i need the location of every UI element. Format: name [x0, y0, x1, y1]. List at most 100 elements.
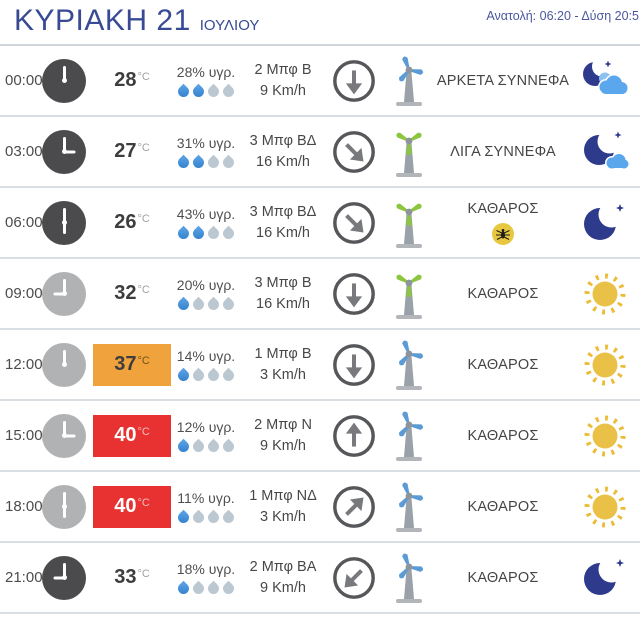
- humidity-drops: [172, 509, 240, 526]
- temperature-unit: °C: [137, 567, 150, 580]
- wind-info: 2 Μπφ Β 9 Km/h: [240, 60, 326, 102]
- wind-info: 3 Μπφ Β 16 Km/h: [240, 273, 326, 315]
- drop-icon: [175, 580, 192, 597]
- time-label: 03:00: [5, 143, 43, 160]
- weather-condition-cell: ΚΑΘΑΡΟΣ: [436, 499, 570, 515]
- temperature-unit: °C: [137, 496, 150, 509]
- humidity-cell: 28% υγρ.: [172, 64, 240, 100]
- weather-condition-cell: ΛΙΓΑ ΣΥΝΝΕΦΑ: [436, 144, 570, 160]
- drop-icon: [175, 225, 192, 242]
- temperature-unit: °C: [137, 212, 150, 225]
- time-label: 00:00: [5, 72, 43, 89]
- drop-icon: [190, 509, 207, 526]
- humidity-cell: 43% υγρ.: [172, 206, 240, 242]
- weather-condition-cell: ΚΑΘΑΡΟΣ: [436, 570, 570, 586]
- clock-pivot: [61, 149, 67, 154]
- wind-direction-icon: [326, 129, 382, 175]
- clock-icon: [36, 271, 92, 316]
- clock-pivot: [61, 78, 67, 83]
- humidity-label: 43% υγρ.: [176, 206, 236, 222]
- wind-direction-icon: [326, 484, 382, 530]
- clock-pivot: [61, 362, 67, 367]
- weather-condition-cell: ΚΑΘΑΡΟΣ: [436, 286, 570, 302]
- wind-beaufort-label: 3 Μπφ Β: [254, 274, 312, 291]
- condition-label: ΚΑΘΑΡΟΣ: [467, 569, 539, 586]
- wind-info: 2 Μπφ Ν 9 Km/h: [240, 415, 326, 457]
- wind-direction-icon: [326, 555, 382, 601]
- wind-turbine-icon: [382, 409, 436, 463]
- wind-turbine-icon: [382, 267, 436, 321]
- clock-face: [42, 484, 86, 529]
- drop-icon: [175, 154, 192, 171]
- drop-icon: [220, 296, 237, 313]
- drop-icon: [220, 154, 237, 171]
- humidity-label: 12% υγρ.: [176, 419, 236, 435]
- date-title: ΚΥΡΙΑΚΗ 21 ΙΟΥΛΙΟΥ: [14, 4, 259, 38]
- humidity-label: 28% υγρ.: [176, 64, 236, 80]
- temperature-value: 40: [114, 495, 137, 517]
- temperature-badge: 28 °C: [93, 60, 171, 102]
- temperature-badge: 26 °C: [93, 202, 171, 244]
- drop-icon: [190, 580, 207, 597]
- drop-icon: [220, 509, 237, 526]
- condition-label: ΚΑΘΑΡΟΣ: [467, 498, 539, 515]
- wind-info: 3 Μπφ ΒΔ 16 Km/h: [240, 131, 326, 173]
- forecast-row: 00:00 28 °C 28% υγρ. 2 Μπφ Β: [0, 46, 640, 117]
- drop-icon: [205, 83, 222, 100]
- clock-icon: [36, 129, 92, 174]
- humidity-drops: [172, 225, 240, 242]
- clock-face: [42, 555, 86, 600]
- temperature-value: 28: [114, 69, 137, 91]
- drop-icon: [190, 296, 207, 313]
- wind-turbine-icon: [382, 480, 436, 534]
- clock-face: [42, 129, 86, 174]
- temperature-unit: °C: [137, 283, 150, 296]
- weather-condition-cell: ΑΡΚΕΤΑ ΣΥΝΝΕΦΑ: [436, 73, 570, 89]
- temperature-badge: 37 °C: [93, 343, 171, 386]
- temperature-unit: °C: [137, 354, 150, 367]
- wind-direction-icon: [326, 342, 382, 388]
- weather-icon: [570, 56, 640, 105]
- wind-info: 1 Μπφ ΝΔ 3 Km/h: [240, 486, 326, 528]
- clock-pivot: [61, 575, 67, 580]
- temperature-cell: 37 °C: [92, 343, 172, 386]
- drop-icon: [175, 296, 192, 313]
- wind-beaufort-label: 2 Μπφ Ν: [254, 416, 312, 433]
- drop-icon: [190, 83, 207, 100]
- mosquito-icon: [492, 222, 514, 245]
- humidity-label: 14% υγρ.: [176, 348, 236, 364]
- drop-icon: [175, 83, 192, 100]
- clock-hour-hand: [62, 353, 66, 365]
- humidity-cell: 14% υγρ.: [172, 348, 240, 384]
- weather-icon: [570, 554, 640, 602]
- temperature-value: 26: [114, 211, 137, 233]
- clock-face: [42, 342, 86, 387]
- wind-turbine-icon: [382, 54, 436, 108]
- drop-icon: [220, 438, 237, 455]
- drop-icon: [220, 225, 237, 242]
- humidity-drops: [172, 438, 240, 455]
- wind-direction-icon: [326, 200, 382, 246]
- drop-icon: [190, 154, 207, 171]
- weather-condition-cell: ΚΑΘΑΡΟΣ: [436, 201, 570, 245]
- weather-condition-cell: ΚΑΘΑΡΟΣ: [436, 357, 570, 373]
- weather-icon: [570, 341, 640, 389]
- drop-icon: [175, 438, 192, 455]
- moon-icon: [584, 201, 625, 240]
- condition-label: ΑΡΚΕΤΑ ΣΥΝΝΕΦΑ: [436, 72, 570, 89]
- clock-icon: [36, 413, 92, 458]
- temperature-unit: °C: [137, 425, 150, 438]
- wind-info: 2 Μπφ ΒΑ 9 Km/h: [240, 557, 326, 599]
- humidity-drops: [172, 83, 240, 100]
- temperature-value: 37: [114, 353, 137, 375]
- temperature-badge: 27 °C: [93, 131, 171, 173]
- temperature-badge: 33 °C: [93, 557, 171, 599]
- humidity-drops: [172, 580, 240, 597]
- temperature-value: 27: [114, 140, 137, 162]
- clock-icon: [36, 58, 92, 103]
- humidity-label: 11% υγρ.: [177, 490, 235, 506]
- drop-icon: [190, 367, 207, 384]
- clock-face: [42, 271, 86, 316]
- humidity-cell: 18% υγρ.: [172, 561, 240, 597]
